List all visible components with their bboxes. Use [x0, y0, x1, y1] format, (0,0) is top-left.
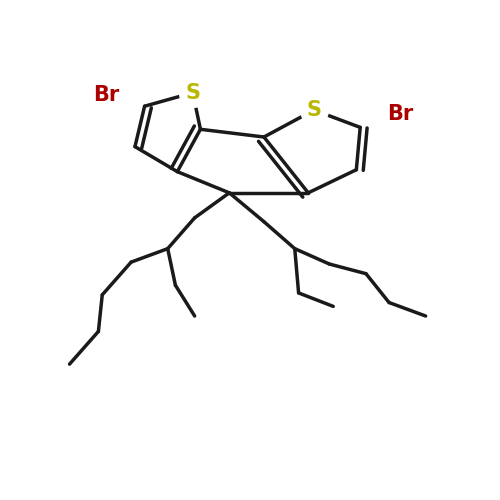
Text: S: S — [306, 100, 322, 120]
Text: Br: Br — [388, 104, 414, 124]
Text: S: S — [185, 82, 200, 102]
Text: Br: Br — [93, 84, 119, 104]
